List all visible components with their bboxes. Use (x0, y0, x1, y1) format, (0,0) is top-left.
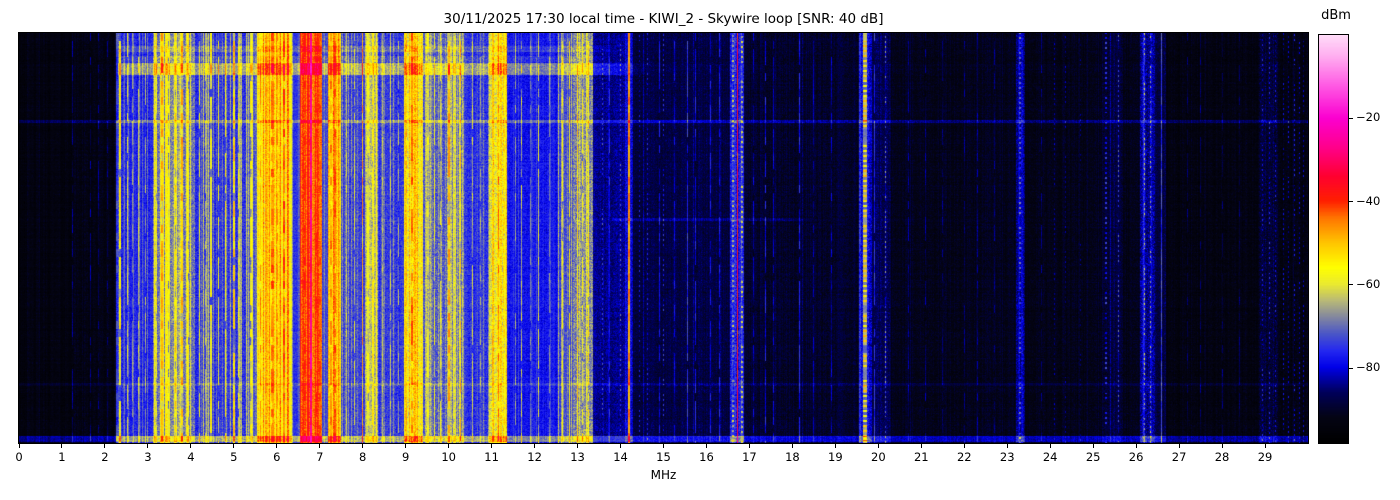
x-tick-mark (1178, 444, 1180, 448)
colorbar-label: dBm (1321, 8, 1351, 23)
x-tick-mark (1006, 444, 1008, 448)
colorbar-tick-label: −80 (1356, 360, 1381, 375)
x-tick-mark (276, 444, 278, 448)
x-tick-label: 26 (1128, 450, 1144, 464)
x-tick-label: 17 (742, 450, 757, 464)
x-tick-label: 21 (913, 450, 929, 464)
colorbar-tick-label: −60 (1356, 276, 1381, 291)
x-tick-label: 4 (187, 450, 195, 464)
x-tick-mark (319, 444, 321, 448)
x-tick-label: 0 (15, 450, 23, 464)
x-tick-mark (920, 444, 922, 448)
x-tick-label: 2 (101, 450, 109, 464)
x-tick-label: 22 (956, 450, 972, 464)
x-tick-mark (147, 444, 149, 448)
x-tick-mark (963, 444, 965, 448)
x-tick-mark (877, 444, 879, 448)
x-tick-label: 19 (828, 450, 843, 464)
x-tick-mark (577, 444, 579, 448)
x-tick-mark (448, 444, 450, 448)
x-tick-label: 1 (58, 450, 66, 464)
x-tick-label: 16 (699, 450, 714, 464)
x-tick-mark (1264, 444, 1266, 448)
x-tick-mark (620, 444, 622, 448)
colorbar-tick-mark (1349, 117, 1353, 119)
x-tick-label: 8 (359, 450, 367, 464)
colorbar-tick-label: −20 (1356, 110, 1381, 125)
waterfall-canvas (19, 33, 1308, 443)
x-tick-label: 7 (316, 450, 324, 464)
x-tick-mark (834, 444, 836, 448)
x-tick-label: 10 (441, 450, 456, 464)
x-tick-label: 27 (1171, 450, 1187, 464)
x-tick-label: 18 (785, 450, 800, 464)
x-tick-mark (491, 444, 493, 448)
x-tick-label: 23 (999, 450, 1015, 464)
x-tick-label: 5 (230, 450, 238, 464)
colorbar (1318, 34, 1349, 444)
x-tick-mark (1221, 444, 1223, 448)
colorbar-tick-label: −40 (1356, 193, 1381, 208)
x-tick-label: 15 (656, 450, 671, 464)
x-tick-mark (18, 444, 20, 448)
x-tick-label: 9 (402, 450, 410, 464)
colorbar-tick-mark (1349, 284, 1353, 286)
x-tick-label: 6 (273, 450, 281, 464)
x-tick-mark (104, 444, 106, 448)
x-tick-label: 14 (613, 450, 628, 464)
x-tick-mark (1092, 444, 1094, 448)
x-axis-label: MHz (650, 468, 677, 482)
x-tick-label: 13 (570, 450, 585, 464)
waterfall-plot (18, 32, 1309, 444)
x-tick-label: 3 (144, 450, 152, 464)
x-tick-label: 20 (871, 450, 886, 464)
x-tick-label: 28 (1214, 450, 1230, 464)
x-tick-mark (1135, 444, 1137, 448)
x-tick-label: 12 (527, 450, 542, 464)
x-tick-label: 11 (484, 450, 499, 464)
x-tick-mark (748, 444, 750, 448)
colorbar-tick-mark (1349, 367, 1353, 369)
x-tick-label: 29 (1257, 450, 1273, 464)
x-tick-mark (705, 444, 707, 448)
x-tick-mark (663, 444, 664, 448)
x-tick-mark (233, 444, 235, 448)
colorbar-canvas (1319, 35, 1348, 443)
x-tick-mark (362, 444, 364, 448)
x-tick-mark (1049, 444, 1051, 448)
x-tick-mark (190, 444, 192, 448)
x-tick-label: 25 (1085, 450, 1101, 464)
x-tick-mark (534, 444, 536, 448)
x-tick-mark (405, 444, 407, 448)
x-tick-mark (61, 444, 63, 448)
x-tick-label: 24 (1042, 450, 1058, 464)
chart-title: 30/11/2025 17:30 local time - KIWI_2 - S… (443, 11, 884, 27)
colorbar-tick-mark (1349, 201, 1353, 203)
x-tick-mark (791, 444, 793, 448)
